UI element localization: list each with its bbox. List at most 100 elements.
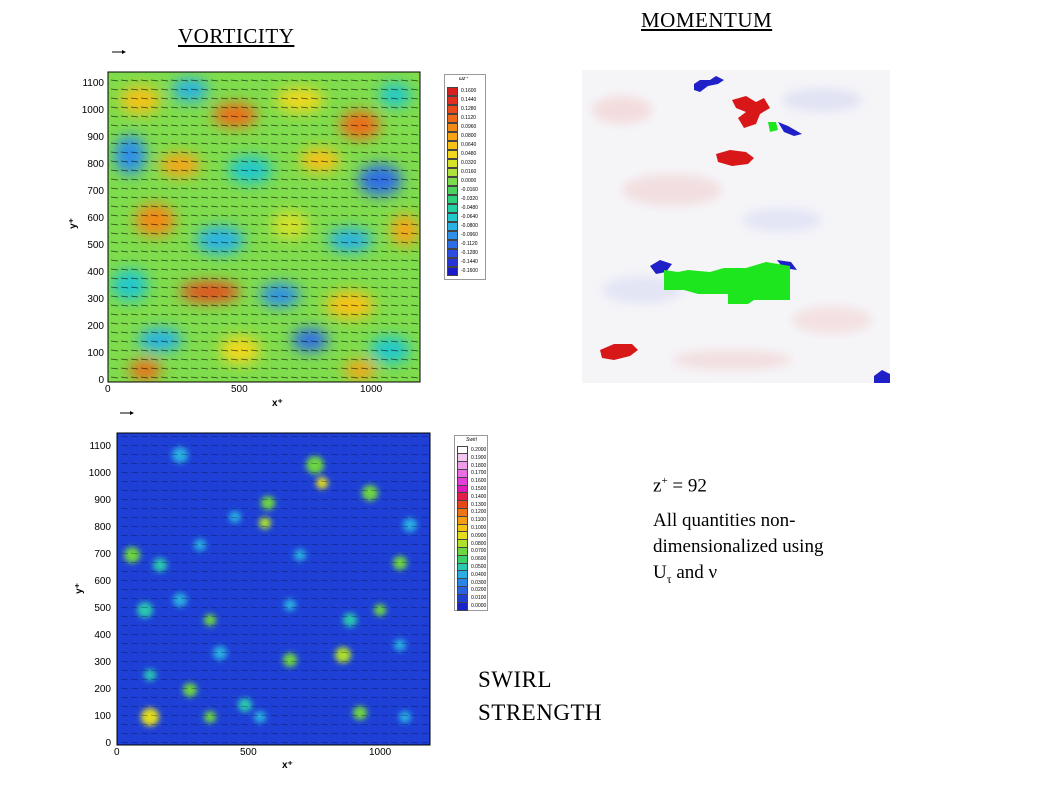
legend-value: 0.0900 (471, 532, 487, 539)
legend-value: 0.1200 (471, 509, 487, 516)
legend-swatch (447, 221, 458, 231)
legend-entry: -0.0480 (447, 203, 478, 213)
legend-value: 0.1500 (471, 486, 487, 492)
x-axis-label: x⁺ (282, 760, 293, 771)
legend-value: 0.0100 (471, 595, 487, 602)
legend-value: 0.1600 (461, 88, 477, 94)
legend-value: 0.0640 (461, 142, 477, 148)
legend-swatch (447, 230, 458, 240)
legend-swatch (457, 601, 468, 611)
legend-entry: 0.0640 (447, 140, 477, 150)
y-tick: 600 (94, 576, 111, 587)
x-tick: 500 (240, 747, 257, 758)
legend-value: 0.1700 (471, 470, 487, 477)
legend-entry: -0.0160 (447, 185, 478, 195)
momentum-high-region (732, 96, 770, 128)
legend-swatch (447, 86, 458, 96)
legend-value: 0.1100 (471, 517, 486, 524)
y-tick: 300 (94, 657, 111, 668)
vorticity-title: VORTICITY (178, 24, 295, 48)
legend-entry: 0.1280 (447, 104, 477, 114)
legend-entry: -0.1120 (447, 239, 478, 249)
legend-value: 0.0700 (471, 548, 487, 555)
legend-value: 0.0500 (471, 564, 487, 570)
momentum-green-region (664, 262, 790, 304)
legend-swatch (447, 266, 458, 276)
nondim-line-2: dimensionalized using (653, 536, 824, 557)
legend-value: -0.0640 (461, 214, 478, 220)
legend-value: 0.1280 (461, 106, 477, 112)
y-tick: 1000 (88, 468, 111, 479)
legend-swatch (447, 149, 458, 159)
legend-value: 0.1400 (471, 493, 487, 500)
y-axis-label: y⁺ (73, 583, 85, 594)
legend-entry: 0.1120 (447, 113, 476, 123)
legend-entry: 0.0000 (457, 601, 486, 611)
y-tick: 1000 (81, 105, 104, 116)
legend-value: -0.1600 (461, 268, 478, 274)
legend-value: -0.0160 (461, 187, 478, 193)
legend-value: 0.2000 (471, 447, 487, 453)
legend-title: ωz⁺ (459, 76, 469, 82)
momentum-low-region (874, 370, 890, 383)
legend-swatch (447, 104, 458, 114)
y-tick: 500 (94, 603, 111, 614)
reference-vector-head (130, 411, 134, 415)
y-tick: 200 (87, 321, 104, 332)
zplus-symbol: z (653, 475, 662, 497)
y-tick: 700 (94, 549, 111, 560)
legend-entry: -0.1600 (447, 266, 478, 276)
nondim-note: All quantities non- dimensionalized usin… (653, 508, 913, 592)
legend-swatch (447, 212, 458, 222)
legend-value: 0.0480 (461, 151, 477, 157)
legend-swatch (447, 167, 458, 177)
legend-swatch (447, 95, 458, 105)
zplus-superscript: + (661, 475, 668, 487)
legend-swatch (447, 257, 458, 267)
legend-entry: 0.1600 (447, 86, 477, 96)
legend-entry: 0.0000 (447, 176, 476, 186)
y-tick: 800 (87, 159, 104, 170)
zplus-note: z+ = 92 (653, 468, 707, 499)
y-tick: 200 (94, 684, 111, 695)
x-axis-label: x⁺ (272, 398, 283, 409)
y-tick: 0 (98, 375, 104, 386)
legend-value: -0.1440 (461, 259, 478, 265)
legend-value: 0.1600 (471, 478, 487, 485)
legend-swatch (447, 158, 458, 168)
momentum-high-region (716, 150, 754, 166)
y-tick: 400 (94, 630, 111, 641)
y-tick: 600 (87, 213, 104, 224)
y-tick: 800 (94, 522, 111, 533)
legend-swatch (447, 122, 458, 132)
u-symbol: U (653, 562, 667, 583)
legend-value: 0.0400 (471, 571, 487, 578)
y-tick: 1100 (89, 441, 111, 452)
x-tick: 0 (114, 747, 120, 758)
swirl-plot-svg (116, 411, 431, 746)
legend-title: Swirl (466, 437, 477, 443)
swirl-legend: Swirl 0.2000 0.1900 0.1800 0.1700 0.1600 0.15… (454, 435, 488, 611)
vorticity-frame (107, 71, 421, 383)
momentum-title: MOMENTUM (641, 8, 773, 32)
swirl-label-line-1: SWIRL (478, 667, 553, 692)
legend-value: 0.1440 (461, 97, 477, 103)
y-tick: 700 (87, 186, 104, 197)
momentum-background-tones (592, 88, 872, 370)
legend-entry: -0.0640 (447, 212, 478, 222)
vorticity-legend: ωz⁺ 0.1600 0.1440 0.1280 0.1120 0.0960 0.0800… (444, 74, 486, 280)
legend-value: 0.1000 (471, 525, 487, 531)
legend-swatch (447, 131, 458, 141)
legend-swatch (447, 140, 458, 150)
y-tick: 300 (87, 294, 104, 305)
legend-swatch (447, 185, 458, 195)
legend-value: 0.0960 (461, 124, 477, 130)
legend-entry: 0.0480 (447, 149, 477, 159)
legend-entry: -0.1280 (447, 248, 478, 258)
legend-value: -0.0960 (461, 232, 478, 238)
swirl-frame (116, 432, 431, 746)
x-tick: 500 (231, 384, 248, 395)
legend-entry: -0.1440 (447, 257, 478, 267)
y-tick: 900 (87, 132, 104, 143)
legend-swatch (447, 203, 458, 213)
